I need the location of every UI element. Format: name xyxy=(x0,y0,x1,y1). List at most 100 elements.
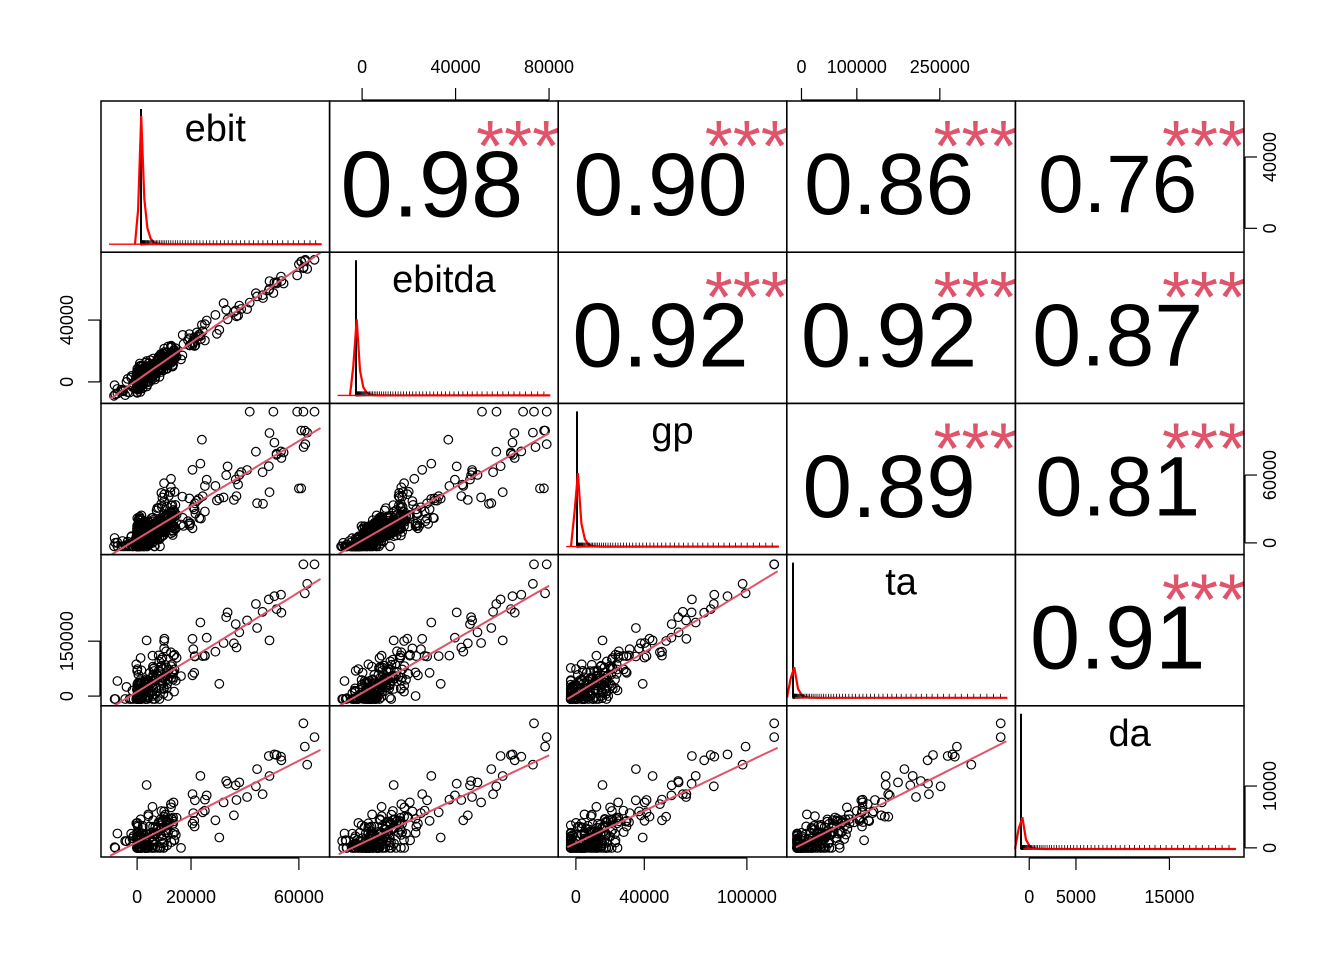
variable-label: gp xyxy=(651,410,693,452)
scatter-point xyxy=(210,310,221,320)
scatter-point xyxy=(132,521,143,531)
scatter-point xyxy=(677,606,688,617)
correlation-value: 0.81 xyxy=(1035,438,1200,533)
scatter-point xyxy=(528,578,538,589)
scatter-point xyxy=(467,465,478,475)
tick-label: 40000 xyxy=(1260,132,1280,182)
scatter-point xyxy=(356,687,367,698)
scatter-point xyxy=(870,795,880,805)
scatter-point xyxy=(576,659,587,670)
scatter-point xyxy=(589,837,600,848)
scatter-point xyxy=(214,832,225,843)
scatter-point xyxy=(252,498,263,509)
scatter-point xyxy=(150,675,161,686)
scatter-point xyxy=(388,635,399,646)
scatter-point xyxy=(210,646,221,657)
scatter-point xyxy=(851,806,862,816)
scatter-point xyxy=(567,830,578,841)
scatter-point xyxy=(426,617,437,628)
scatter-point xyxy=(576,843,586,853)
scatter-point xyxy=(133,669,144,680)
scatter-point xyxy=(168,650,179,661)
scatter-point xyxy=(583,842,594,853)
scatter-point xyxy=(410,814,421,824)
scatter-point xyxy=(375,662,386,672)
tick-label: 0 xyxy=(132,887,142,907)
scatter-point xyxy=(859,835,869,846)
scatter-point xyxy=(195,771,206,781)
scatter-panel-da-vs-ebitda xyxy=(337,718,552,853)
scatter-point xyxy=(264,635,275,646)
scatter-point xyxy=(385,833,395,843)
scatter-point xyxy=(222,461,233,472)
scatter-point xyxy=(189,651,200,662)
scatter-point xyxy=(497,635,508,646)
scatter-point xyxy=(366,529,377,540)
scatter-point xyxy=(292,406,303,417)
significance-stars: *** xyxy=(705,107,789,187)
scatter-point xyxy=(540,741,550,752)
scatter-point xyxy=(893,777,903,788)
tick-label: 80000 xyxy=(524,57,574,77)
smooth-line xyxy=(566,746,779,849)
scatter-point xyxy=(417,464,428,475)
scatter-point xyxy=(802,843,813,853)
scatter-point xyxy=(144,821,155,832)
scatter-point xyxy=(140,541,151,551)
scatter-point xyxy=(586,809,597,820)
scatter-point xyxy=(199,335,210,346)
scatter-point xyxy=(276,453,287,463)
scatter-point xyxy=(121,682,132,692)
correlation-value: 0.92 xyxy=(572,285,748,386)
scatter-point xyxy=(488,606,499,617)
scatter-point xyxy=(373,669,384,680)
scatter-point xyxy=(210,815,221,826)
scatter-point xyxy=(535,483,545,494)
scatter-point xyxy=(857,797,868,808)
scatter-point xyxy=(309,559,320,570)
scatter-point xyxy=(740,741,751,752)
scatter-point xyxy=(444,650,455,661)
significance-stars: *** xyxy=(933,409,1017,489)
scatter-point xyxy=(230,305,241,316)
scatter-point xyxy=(451,778,462,789)
scatter-point xyxy=(300,439,311,450)
scatter-point xyxy=(644,811,655,822)
scatter-point xyxy=(264,428,275,438)
scatter-point xyxy=(657,650,667,661)
scatter-point xyxy=(221,612,232,623)
scatter-point xyxy=(385,541,395,552)
scatter-point xyxy=(158,843,169,853)
smooth-line xyxy=(566,570,779,700)
scatter-point xyxy=(374,524,385,535)
scatter-point xyxy=(631,764,641,774)
scatter-point xyxy=(612,685,623,696)
scatter-point xyxy=(655,799,665,809)
scatter-point xyxy=(143,811,154,822)
scatter-point xyxy=(159,643,170,654)
scatter-point xyxy=(231,795,242,805)
scatter-point xyxy=(942,751,953,761)
scatter-point xyxy=(613,650,624,661)
scatter-point xyxy=(641,795,652,805)
scatter-point xyxy=(516,751,527,762)
scatter-point xyxy=(271,750,282,760)
scatter-point xyxy=(166,802,176,813)
scatter-point xyxy=(117,536,128,546)
scatter-point xyxy=(199,506,210,517)
scatter-point xyxy=(366,540,377,551)
scatter-point xyxy=(271,278,282,289)
scatter-point xyxy=(495,751,506,761)
scatter-point xyxy=(476,492,487,503)
scatter-point xyxy=(466,612,477,623)
scatter-point xyxy=(188,644,199,655)
scatter-point xyxy=(407,496,418,507)
scatter-point xyxy=(899,764,910,774)
scatter-point xyxy=(222,778,233,789)
scatter-panel-gp-vs-ebitda xyxy=(336,406,552,552)
scatter-point xyxy=(613,797,624,808)
scatter-point xyxy=(541,439,552,450)
scatter-panel-ta-vs-gp xyxy=(565,559,780,704)
scatter-point xyxy=(116,384,126,395)
